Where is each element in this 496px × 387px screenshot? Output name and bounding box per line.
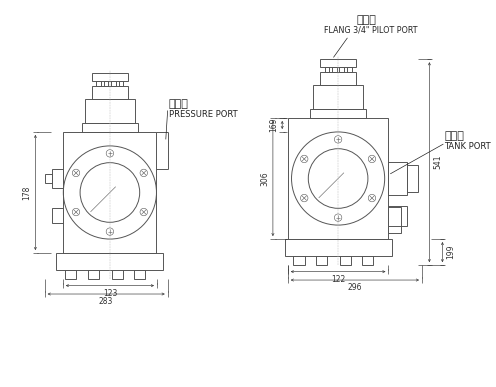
Bar [63, 132, 156, 253]
Text: TANK PORT: TANK PORT [444, 142, 491, 151]
Bar [320, 59, 356, 67]
Bar [285, 239, 392, 256]
Text: 199: 199 [446, 245, 455, 259]
Bar [65, 270, 76, 279]
Bar [388, 162, 407, 195]
Bar [52, 208, 63, 223]
Bar [134, 270, 145, 279]
Text: 178: 178 [23, 185, 32, 200]
Bar [119, 81, 124, 86]
Bar [104, 81, 109, 86]
Text: PRESSURE PORT: PRESSURE PORT [169, 110, 237, 118]
Bar [347, 67, 352, 72]
Text: 123: 123 [103, 289, 117, 298]
Bar [388, 205, 407, 226]
Bar [112, 270, 123, 279]
Bar [332, 67, 337, 72]
Text: 296: 296 [348, 283, 362, 292]
Text: 283: 283 [99, 297, 114, 306]
Bar [82, 123, 138, 132]
Text: 壓力口: 壓力口 [169, 99, 188, 109]
Bar [45, 174, 52, 183]
Bar [96, 81, 101, 86]
Bar [316, 256, 327, 265]
Bar [313, 86, 363, 109]
Bar [111, 81, 116, 86]
Text: 回油口: 回油口 [444, 131, 464, 141]
Bar [288, 118, 388, 239]
Bar [92, 73, 127, 81]
Bar [320, 72, 356, 86]
Text: 169: 169 [269, 118, 278, 132]
Bar [294, 256, 305, 265]
Bar [52, 169, 63, 188]
Bar [92, 86, 127, 99]
Bar [324, 67, 329, 72]
Text: 541: 541 [433, 155, 442, 170]
Text: 引導孔: 引導孔 [356, 15, 376, 25]
Bar [57, 253, 164, 270]
Bar [87, 270, 99, 279]
Bar [310, 109, 366, 118]
Bar [388, 207, 401, 233]
Text: FLANG 3/4" PILOT PORT: FLANG 3/4" PILOT PORT [324, 26, 418, 35]
Bar [362, 256, 373, 265]
Text: 122: 122 [331, 275, 345, 284]
Text: 306: 306 [260, 171, 269, 186]
Bar [85, 99, 135, 123]
Bar [407, 166, 418, 192]
Bar [340, 256, 351, 265]
Bar [339, 67, 344, 72]
